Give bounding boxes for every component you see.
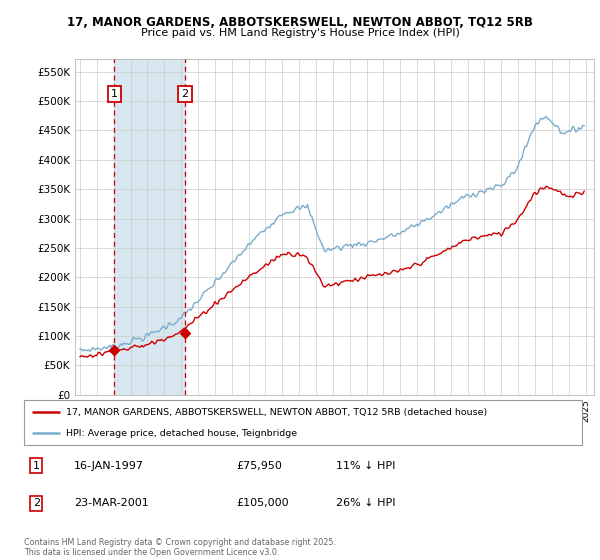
Text: Contains HM Land Registry data © Crown copyright and database right 2025.
This d: Contains HM Land Registry data © Crown c… [24,538,336,557]
Text: HPI: Average price, detached house, Teignbridge: HPI: Average price, detached house, Teig… [66,428,297,437]
FancyBboxPatch shape [24,400,582,445]
Text: 16-JAN-1997: 16-JAN-1997 [74,461,144,471]
Text: £75,950: £75,950 [236,461,282,471]
Text: 23-MAR-2001: 23-MAR-2001 [74,498,149,508]
Text: 1: 1 [111,89,118,99]
Text: £105,000: £105,000 [236,498,289,508]
Text: 26% ↓ HPI: 26% ↓ HPI [337,498,396,508]
Bar [115,59,185,395]
Text: 11% ↓ HPI: 11% ↓ HPI [337,461,396,471]
Text: 17, MANOR GARDENS, ABBOTSKERSWELL, NEWTON ABBOT, TQ12 5RB (detached house): 17, MANOR GARDENS, ABBOTSKERSWELL, NEWTO… [66,408,487,417]
Text: 2: 2 [33,498,40,508]
Text: 2: 2 [181,89,188,99]
Text: 1: 1 [33,461,40,471]
Text: 17, MANOR GARDENS, ABBOTSKERSWELL, NEWTON ABBOT, TQ12 5RB: 17, MANOR GARDENS, ABBOTSKERSWELL, NEWTO… [67,16,533,29]
Text: Price paid vs. HM Land Registry's House Price Index (HPI): Price paid vs. HM Land Registry's House … [140,28,460,38]
